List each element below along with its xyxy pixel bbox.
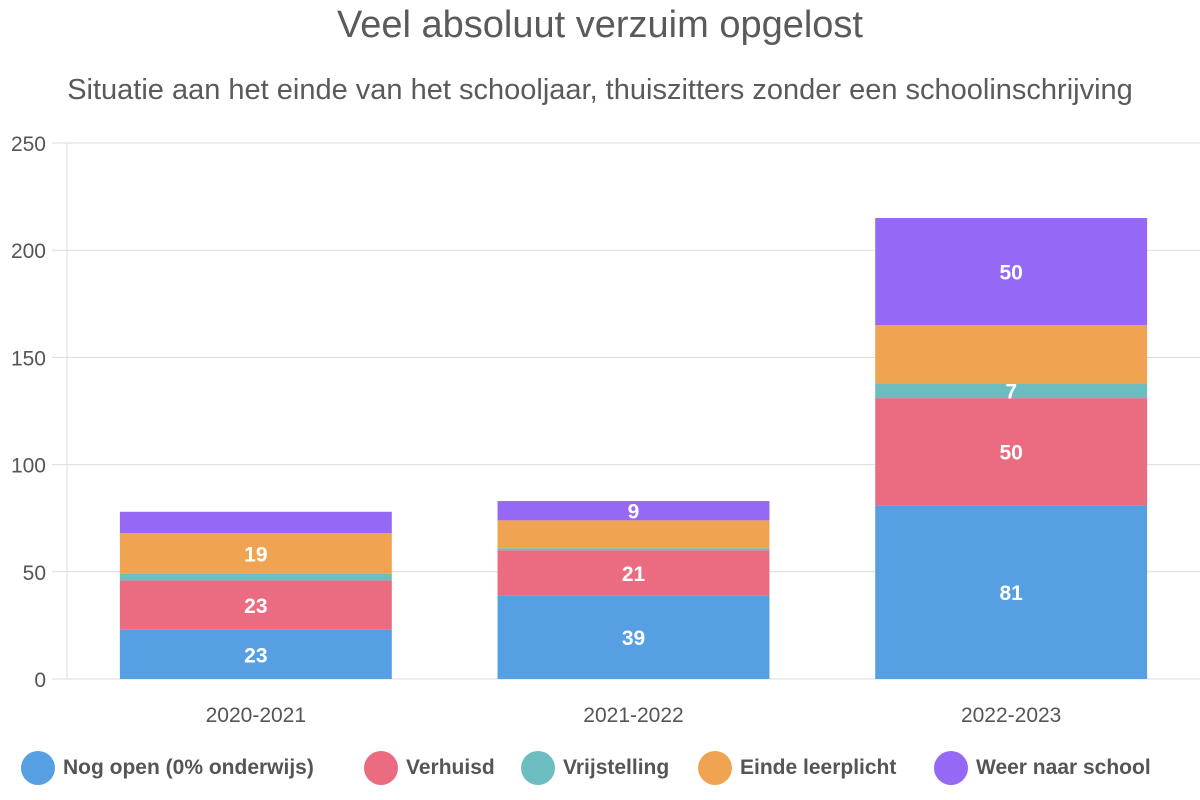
data-label: 50	[999, 442, 1022, 465]
bar-segment	[875, 505, 1148, 679]
y-tick-label: 100	[11, 455, 46, 478]
y-tick-label: 0	[34, 669, 46, 692]
data-label: 9	[628, 501, 640, 524]
y-tick-label: 250	[11, 133, 46, 156]
bar-segment	[119, 629, 392, 679]
legend-swatch	[521, 751, 555, 785]
data-label: 81	[999, 582, 1023, 605]
legend-label: Verhuisd	[406, 756, 495, 779]
legend-item-weer-naar-school[interactable]: Weer naar school	[934, 748, 1151, 788]
bar-segment	[875, 325, 1148, 384]
y-tick-label: 200	[11, 240, 46, 263]
stacked-bar-chart: 0 50 100 150 200 250 23 23 19 2020-2021 39 21 9 2021-…	[11, 133, 1200, 727]
bar-segment	[497, 595, 770, 679]
chart-legend: Nog open (0% onderwijs) Verhuisd Vrijste…	[0, 748, 1200, 788]
data-label: 7	[1005, 381, 1017, 404]
bar-segment	[119, 511, 392, 534]
bar-segment	[497, 548, 770, 551]
y-tick-label: 150	[11, 347, 46, 370]
legend-item-einde-leerplicht[interactable]: Einde leerplicht	[698, 748, 896, 788]
legend-label: Vrijstelling	[563, 756, 670, 779]
chart-subtitle: Situatie aan het einde van het schooljaa…	[67, 74, 1133, 106]
data-label: 19	[244, 544, 267, 567]
data-label: 50	[999, 262, 1022, 285]
legend-swatch	[364, 751, 398, 785]
bar-segment	[875, 383, 1148, 399]
bar-segment	[875, 218, 1148, 326]
legend-item-nog-open[interactable]: Nog open (0% onderwijs)	[21, 748, 314, 788]
legend-item-verhuisd[interactable]: Verhuisd	[364, 748, 495, 788]
data-label: 21	[622, 563, 646, 586]
x-tick-label: 2021-2022	[583, 704, 683, 727]
bar-segment	[875, 398, 1148, 506]
bar-segment	[497, 501, 770, 521]
legend-swatch	[698, 751, 732, 785]
legend-item-vrijstelling[interactable]: Vrijstelling	[521, 748, 669, 788]
legend-label: Einde leerplicht	[740, 756, 897, 779]
data-label: 23	[244, 644, 267, 667]
chart-title: Veel absoluut verzuim opgelost	[337, 4, 863, 46]
legend-swatch	[934, 751, 968, 785]
bar-segment	[497, 520, 770, 549]
legend-swatch	[21, 751, 55, 785]
data-label: 39	[622, 627, 645, 650]
y-tick-label: 50	[23, 562, 46, 585]
x-tick-label: 2020-2021	[206, 704, 306, 727]
legend-label: Weer naar school	[976, 756, 1151, 779]
x-tick-label: 2022-2023	[961, 704, 1061, 727]
legend-label: Nog open (0% onderwijs)	[63, 756, 314, 779]
bar-segment	[119, 573, 392, 581]
data-label: 23	[244, 595, 267, 618]
bar-segment	[497, 550, 770, 596]
bar-segment	[119, 533, 392, 574]
bar-segment	[119, 580, 392, 630]
